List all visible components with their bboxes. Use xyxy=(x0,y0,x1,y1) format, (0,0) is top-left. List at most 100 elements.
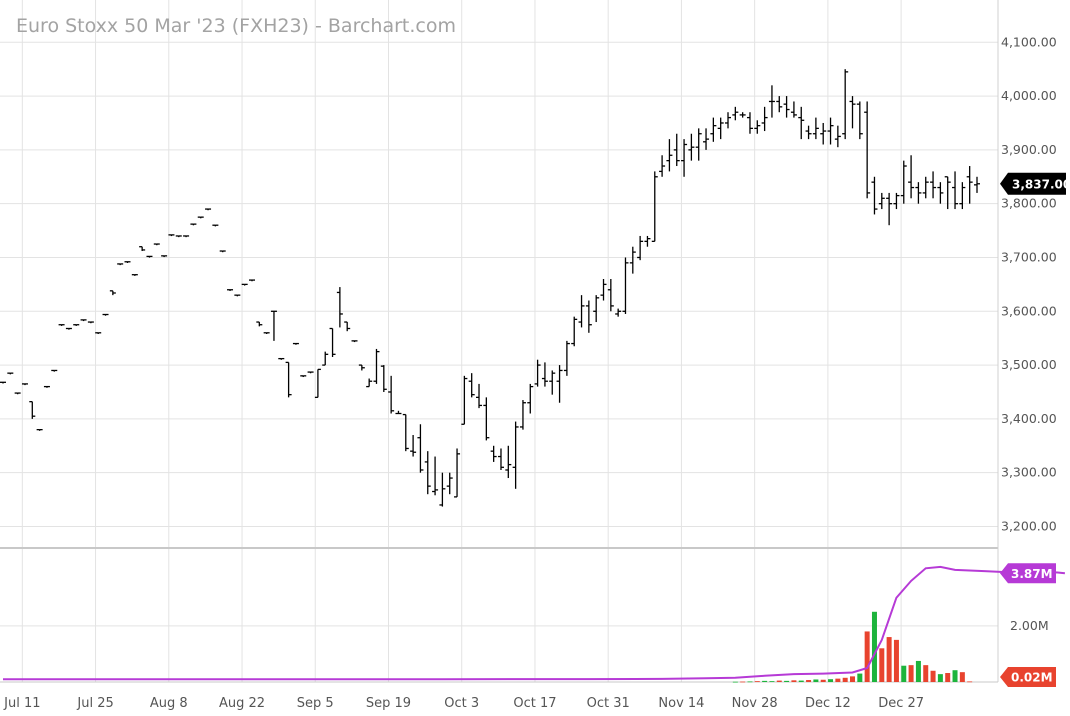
ohlc-bar xyxy=(768,85,775,118)
ohlc-bar xyxy=(146,255,153,258)
date-tick-label: Jul 25 xyxy=(76,696,113,711)
ohlc-bar xyxy=(878,192,885,210)
ohlc-bar xyxy=(292,342,299,345)
ohlc-bar xyxy=(153,243,160,246)
volume-bar xyxy=(915,660,921,682)
ohlc-bar xyxy=(790,101,797,118)
ohlc-bar xyxy=(373,348,380,384)
volume-bar xyxy=(820,679,826,682)
ohlc-bar xyxy=(446,472,453,495)
last-price-marker: 3,837.00 xyxy=(1000,172,1070,195)
ohlc-bar xyxy=(856,101,863,140)
volume-bar xyxy=(923,665,929,682)
ohlc-bar xyxy=(578,295,585,328)
ohlc-bar xyxy=(139,246,146,252)
date-tick-label: Sep 19 xyxy=(366,696,411,711)
volume-bar xyxy=(813,679,819,682)
price-tick-label: 4,000.00 xyxy=(1001,88,1057,103)
volume-bar xyxy=(754,681,760,682)
volume-bar xyxy=(871,611,877,682)
ohlc-bar xyxy=(29,401,36,419)
volume-bar xyxy=(930,670,936,682)
price-tick-label: 3,900.00 xyxy=(1001,142,1057,157)
price-bars xyxy=(0,69,980,507)
date-tick-label: Nov 14 xyxy=(658,696,704,711)
ohlc-bar xyxy=(7,372,14,375)
date-tick-label: Sep 5 xyxy=(297,696,334,711)
volume-bar xyxy=(886,637,892,682)
ohlc-bar xyxy=(864,101,871,199)
ohlc-bar xyxy=(58,324,65,326)
volume-bar xyxy=(835,678,841,682)
ohlc-bar xyxy=(673,133,680,167)
ohlc-bar xyxy=(351,340,358,343)
ohlc-bar xyxy=(688,133,695,161)
ohlc-bar xyxy=(270,310,277,341)
ohlc-bar xyxy=(585,300,592,333)
ohlc-bar xyxy=(168,234,175,237)
ohlc-bar xyxy=(541,362,548,387)
ohlc-bar xyxy=(593,295,600,323)
ohlc-bar xyxy=(739,112,746,118)
ohlc-bar xyxy=(461,375,468,425)
ohlc-bar xyxy=(219,250,226,253)
ohlc-bar xyxy=(651,171,658,242)
ohlc-bar xyxy=(725,112,732,129)
ohlc-bar xyxy=(468,373,475,398)
last-volume-marker: 0.02M xyxy=(1000,667,1056,687)
ohlc-bar xyxy=(886,192,893,226)
price-tick-label: 3,800.00 xyxy=(1001,196,1057,211)
ohlc-bar xyxy=(190,223,197,226)
ohlc-bar xyxy=(263,332,270,334)
volume-bar xyxy=(842,677,848,682)
ohlc-bar xyxy=(505,445,512,479)
ohlc-bar xyxy=(95,332,102,334)
ohlc-bar xyxy=(849,96,856,129)
ohlc-bar xyxy=(205,208,212,211)
ohlc-bar xyxy=(549,370,556,395)
ohlc-bar xyxy=(695,128,702,161)
volume-bar xyxy=(864,631,870,682)
volume-bar xyxy=(945,673,951,682)
ohlc-bar xyxy=(197,216,204,219)
price-tick-label: 3,300.00 xyxy=(1001,465,1057,480)
date-tick-label: Oct 3 xyxy=(444,696,479,711)
ohlc-bar xyxy=(131,274,138,276)
ohlc-bar xyxy=(344,321,351,332)
volume-bar xyxy=(879,648,885,682)
date-tick-label: Jul 11 xyxy=(3,696,40,711)
volume-bar xyxy=(762,680,768,682)
last-volume-badge xyxy=(1000,667,1056,687)
ohlc-bar xyxy=(571,316,578,347)
price-tick-label: 3,500.00 xyxy=(1001,357,1057,372)
chart-title: Euro Stoxx 50 Mar '23 (FXH23) - Barchart… xyxy=(16,15,456,37)
ohlc-bar xyxy=(497,448,504,470)
price-tick-label: 3,600.00 xyxy=(1001,303,1057,318)
ohlc-bar xyxy=(483,397,490,441)
ohlc-bar xyxy=(563,340,570,376)
volume-bar xyxy=(791,680,797,682)
ohlc-bar xyxy=(666,139,673,172)
ohlc-bar xyxy=(915,182,922,204)
last-price-label: 3,837.00 xyxy=(1012,177,1070,191)
date-tick-label: Dec 12 xyxy=(805,696,851,711)
ohlc-bar xyxy=(314,368,321,399)
ohlc-bar xyxy=(827,117,834,145)
volume-average-marker: 3.87M xyxy=(1000,563,1056,584)
ohlc-bar xyxy=(109,290,116,296)
volume-bar xyxy=(901,665,907,682)
ohlc-bar xyxy=(952,171,959,210)
ohlc-bar xyxy=(930,171,937,199)
ohlc-bar xyxy=(87,321,94,324)
ohlc-bar xyxy=(937,182,944,204)
ohlc-bar xyxy=(395,410,402,415)
ohlc-bar xyxy=(183,235,190,238)
price-axis: 4,100.00 4,000.00 3,900.00 3,800.00 3,700.00… xyxy=(1001,34,1057,533)
ohlc-bar xyxy=(834,125,841,148)
ohlc-bar xyxy=(622,257,629,314)
ohlc-bar xyxy=(476,383,483,409)
ohlc-bar xyxy=(454,448,461,498)
volume-bar xyxy=(784,680,790,682)
date-tick-label: Dec 27 xyxy=(878,696,924,711)
ohlc-bar xyxy=(703,128,710,150)
